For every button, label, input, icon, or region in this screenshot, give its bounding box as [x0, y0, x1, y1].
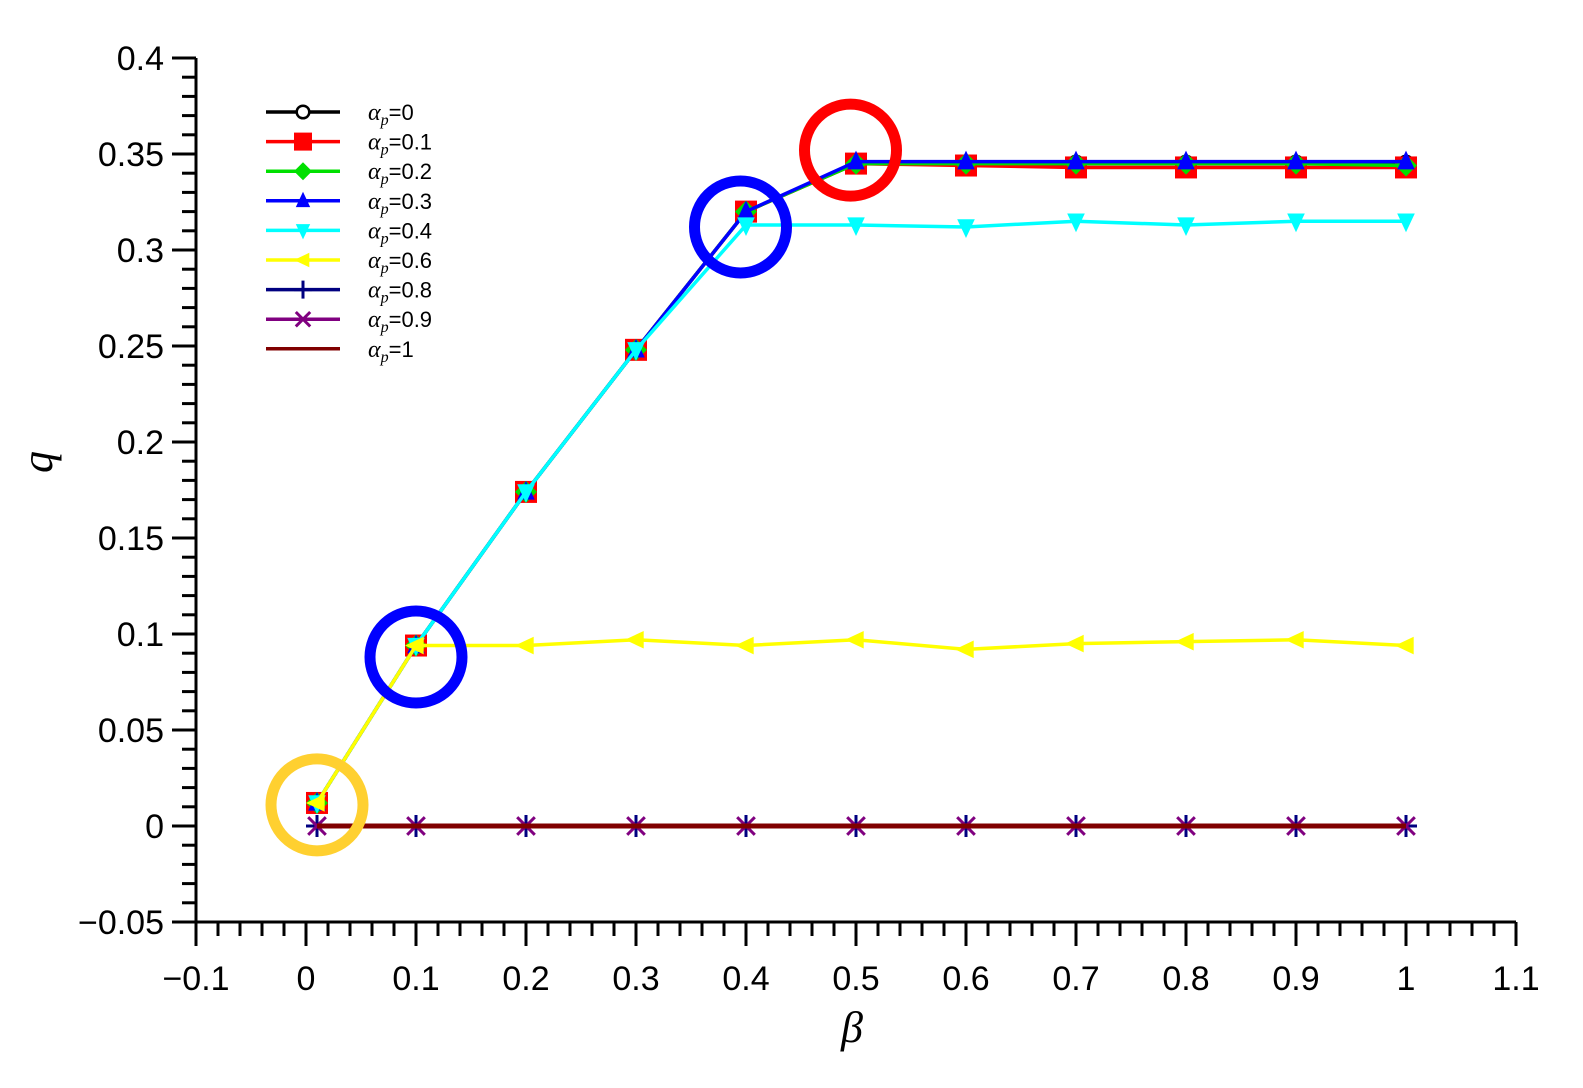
triangle-up-marker-icon — [1067, 150, 1085, 170]
triangle-left-marker-icon — [306, 794, 325, 812]
x-tick-label: 0.5 — [832, 960, 879, 998]
legend-label: αp=0 — [368, 100, 414, 129]
legend-entry-4: αp=0.4 — [266, 218, 432, 247]
legend-entry-8: αp=1 — [266, 337, 414, 366]
triangle-down-marker-icon — [1177, 217, 1195, 237]
y-tick-label: 0.15 — [98, 520, 164, 558]
triangle-down-marker-icon — [737, 217, 755, 237]
square-marker-icon — [294, 132, 312, 151]
triangle-up-marker-icon — [1177, 150, 1195, 170]
x-tick-label: 0.9 — [1272, 960, 1319, 998]
x-tick-label: 0.3 — [612, 960, 659, 998]
legend-entry-0: αp=0 — [266, 100, 414, 129]
legend-entry-7: αp=0.9 — [266, 307, 432, 336]
series-0 — [308, 154, 1415, 812]
triangle-left-marker-icon — [1065, 634, 1084, 653]
triangle-up-marker-icon — [1287, 150, 1305, 170]
x-axis-title: β — [840, 1003, 863, 1052]
y-tick-label: 0.25 — [98, 328, 164, 366]
triangle-down-marker-icon — [1067, 213, 1085, 233]
y-tick-label: −0.05 — [78, 904, 164, 942]
x-tick-label: 0.8 — [1162, 960, 1209, 998]
legend-label: αp=0.4 — [368, 218, 432, 247]
legend: αp=0αp=0.1αp=0.2αp=0.3αp=0.4αp=0.6αp=0.8… — [266, 100, 432, 366]
series-5 — [306, 630, 1414, 812]
axes: −0.05 0 0.05 0.1 0.15 0.2 0.25 0.3 0.35 0.4 −0.1 0 0… — [78, 40, 1540, 998]
legend-label: αp=0.2 — [368, 159, 432, 188]
series-line — [315, 161, 1407, 804]
triangle-up-marker-icon — [737, 200, 755, 220]
x-marker-icon — [294, 310, 312, 328]
triangle-up-marker-icon — [847, 150, 865, 170]
x-tick-label: −0.1 — [162, 960, 229, 998]
triangle-left-marker-icon — [625, 630, 644, 649]
highlight-circle — [799, 98, 902, 202]
series-line — [315, 159, 1406, 804]
legend-label: αp=0.6 — [368, 248, 432, 277]
triangle-down-marker-icon — [1397, 213, 1415, 233]
triangle-left-marker-icon — [955, 640, 974, 659]
legend-entry-2: αp=0.2 — [266, 159, 432, 188]
legend-entry-6: αp=0.8 — [266, 278, 432, 307]
triangle-left-marker-icon — [845, 630, 864, 649]
series-line — [315, 161, 1406, 804]
series-2 — [306, 152, 1417, 814]
triangle-down-marker-icon — [517, 484, 535, 503]
triangle-up-marker-icon — [1397, 150, 1415, 170]
x-tick-label: 0.1 — [392, 960, 439, 998]
series-3 — [308, 150, 1415, 811]
plus-marker-icon — [294, 280, 312, 299]
legend-label: αp=0.1 — [368, 130, 432, 159]
legend-entry-1: αp=0.1 — [266, 130, 432, 159]
x-tick-label: 1 — [1397, 960, 1416, 998]
diamond-marker-icon — [294, 162, 312, 181]
triangle-left-marker-icon — [515, 636, 534, 655]
triangle-left-marker-icon — [1175, 632, 1194, 651]
legend-label: αp=0.8 — [368, 278, 432, 307]
y-tick-label: 0.3 — [117, 232, 164, 270]
triangle-down-marker-icon — [847, 217, 865, 237]
x-tick-label: 0.4 — [722, 960, 769, 998]
y-tick-label: 0.05 — [98, 712, 164, 750]
highlight-circle — [689, 175, 792, 279]
triangle-up-marker-icon — [957, 150, 975, 170]
legend-entry-3: αp=0.3 — [266, 189, 432, 218]
y-axis-title: q — [13, 451, 62, 473]
triangle-left-marker-icon — [405, 636, 424, 655]
highlight-circle — [265, 753, 369, 857]
legend-label: αp=0.3 — [368, 189, 432, 218]
triangle-down-marker-icon — [1287, 213, 1305, 233]
triangle-down-marker-icon — [627, 342, 645, 361]
triangle-down-marker-icon — [957, 219, 975, 238]
legend-label: αp=0.9 — [368, 307, 432, 336]
y-tick-label: 0.4 — [117, 40, 164, 78]
series-layer — [306, 150, 1417, 837]
annotation-circles — [265, 98, 902, 857]
x-tick-label: 0.2 — [502, 960, 549, 998]
x-tick-label: 0.6 — [942, 960, 989, 998]
legend-label: αp=1 — [368, 337, 414, 366]
triangle-left-marker-icon — [294, 252, 310, 268]
series-1 — [306, 152, 1417, 814]
y-tick-label: 0.2 — [117, 424, 164, 462]
y-tick-label: 0.1 — [117, 616, 164, 654]
triangle-down-marker-icon — [295, 224, 311, 240]
x-tick-label: 0.7 — [1052, 960, 1099, 998]
x-tick-label: 1.1 — [1492, 960, 1539, 998]
y-tick-label: 0.35 — [98, 136, 164, 174]
series-4 — [308, 213, 1415, 814]
legend-entry-5: αp=0.6 — [266, 248, 432, 277]
highlight-circle — [364, 605, 468, 709]
y-tick-label: 0 — [145, 808, 164, 846]
triangle-up-marker-icon — [295, 191, 311, 208]
series-line — [315, 219, 1406, 804]
triangle-left-marker-icon — [1395, 636, 1414, 655]
triangle-left-marker-icon — [735, 636, 754, 655]
triangle-left-marker-icon — [1285, 630, 1304, 649]
series-line — [315, 638, 1407, 804]
series-line — [315, 161, 1406, 804]
x-tick-label: 0 — [297, 960, 316, 998]
circle-marker-icon — [295, 104, 311, 120]
